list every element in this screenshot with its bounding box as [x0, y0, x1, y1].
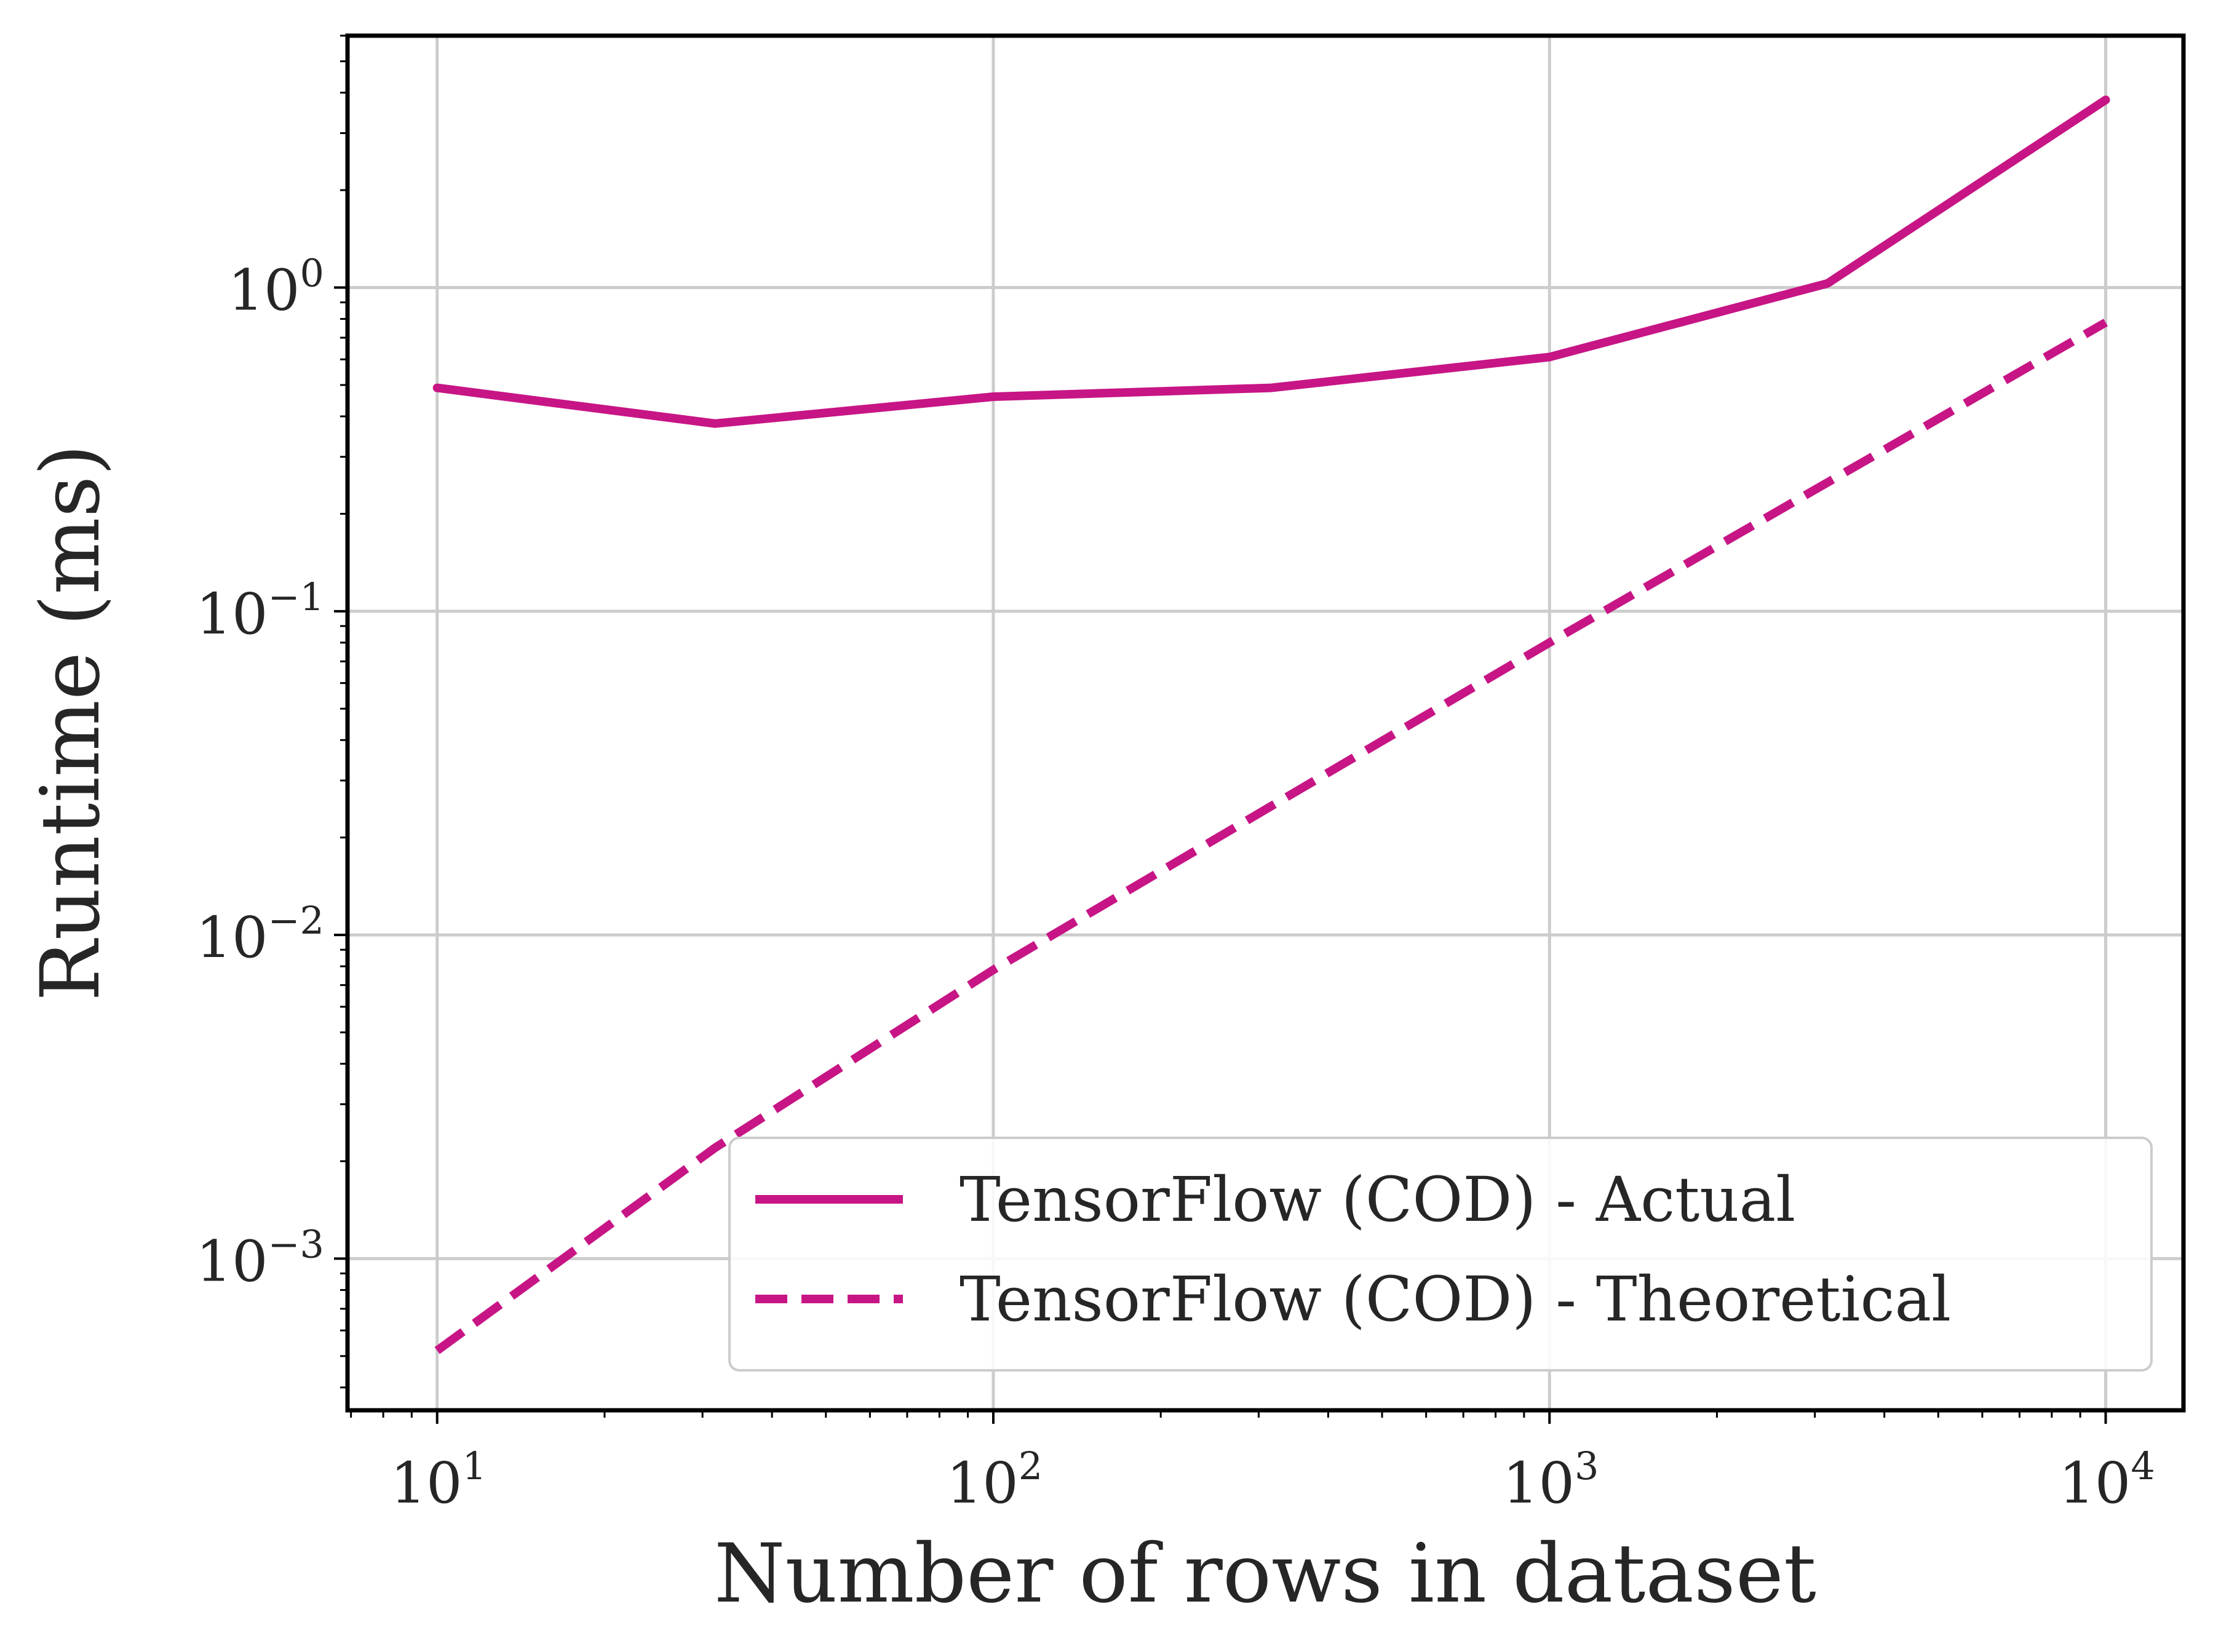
y-tick-label-base: 10: [196, 1228, 268, 1294]
series-layer: [432, 95, 2110, 1354]
x-axis-label: Number of rows in dataset: [714, 1527, 1816, 1621]
x-tick-label-base: 10: [2059, 1450, 2131, 1516]
x-tick-label-base: 10: [390, 1450, 462, 1516]
y-tick-label: 10−2: [196, 898, 324, 971]
x-tick-label-exponent: 1: [463, 1444, 487, 1488]
x-tick-label: 101: [390, 1444, 487, 1516]
legend-box: [728, 1137, 2153, 1372]
y-tick-label: 10−3: [196, 1221, 324, 1294]
x-tick-label: 104: [2059, 1444, 2155, 1516]
x-tick-label-base: 10: [947, 1450, 1019, 1516]
y-tick-label: 100: [228, 251, 324, 324]
y-tick-label-base: 10: [228, 258, 300, 324]
legend-label-actual: TensorFlow (COD) - Actual: [959, 1164, 1795, 1236]
plot-frame: [345, 33, 2186, 1413]
x-tick-label: 103: [1503, 1444, 1599, 1516]
series-line-actual: [432, 95, 2110, 428]
x-tick-labels: 101 102 103 104: [390, 1444, 2155, 1516]
major-ticks: [334, 286, 2107, 1424]
x-tick-label-exponent: 4: [2131, 1444, 2155, 1488]
legend: TensorFlow (COD) - Actual TensorFlow (CO…: [728, 1137, 2153, 1372]
series-line-theoretical: [434, 319, 2108, 1354]
x-tick-label-exponent: 3: [1575, 1444, 1599, 1488]
x-tick-label-base: 10: [1503, 1450, 1575, 1516]
y-axis-label: Runtime (ms): [23, 444, 118, 1001]
y-tick-label-exponent: −2: [268, 898, 324, 943]
y-tick-label: 10−1: [196, 574, 324, 647]
legend-label-theoretical: TensorFlow (COD) - Theoretical: [959, 1263, 1951, 1335]
y-tick-label-exponent: −3: [268, 1221, 324, 1266]
grid-lines: [348, 36, 2183, 1410]
x-tick-label: 102: [947, 1444, 1043, 1516]
y-tick-label-exponent: 0: [300, 251, 324, 296]
y-tick-label-base: 10: [196, 905, 268, 971]
y-tick-label-base: 10: [196, 581, 268, 647]
x-tick-label-exponent: 2: [1019, 1444, 1043, 1488]
y-tick-label-exponent: −1: [268, 574, 324, 619]
